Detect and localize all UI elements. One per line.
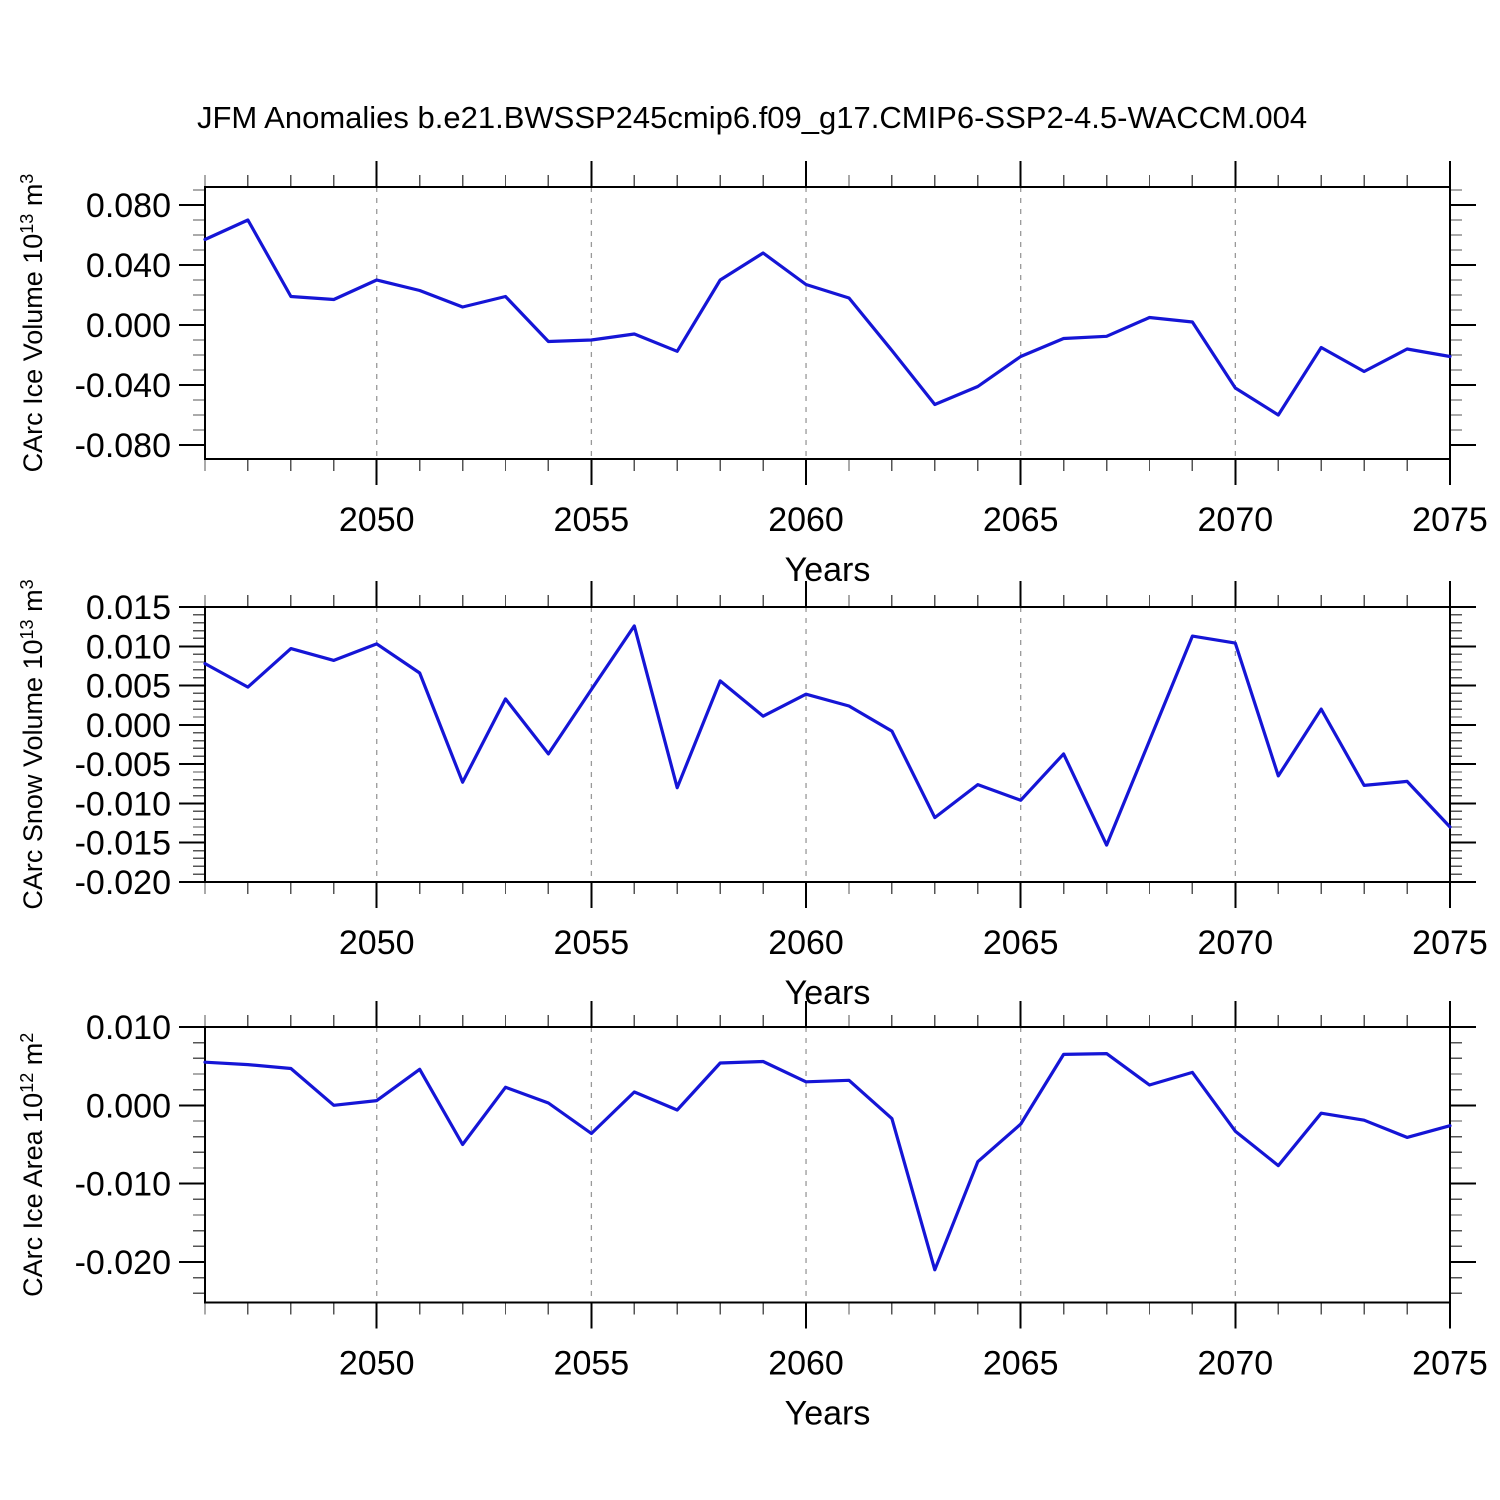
x-tick-label: 2050 [339, 1345, 415, 1383]
y-tick-label: -0.080 [75, 427, 171, 465]
x-tick-label: 2055 [554, 1345, 630, 1383]
y-tick-label: 0.000 [86, 707, 171, 745]
x-tick-label: 2060 [768, 924, 844, 962]
x-tick-label: 2070 [1198, 924, 1274, 962]
y-tick-label: 0.010 [86, 1009, 171, 1047]
y-tick-label: -0.015 [75, 825, 171, 863]
ice-volume-line [203, 218, 1452, 417]
plot-border [204, 1026, 1451, 1304]
y-axis-title: CArc Ice Volume 1013 m3 [17, 174, 48, 473]
y-tick-label: -0.010 [75, 1166, 171, 1204]
x-tick-label: 2065 [983, 501, 1059, 539]
y-tick-label: 0.010 [86, 628, 171, 666]
x-tick-label: 2075 [1412, 501, 1488, 539]
x-tick-label: 2060 [768, 1345, 844, 1383]
y-tick-label: 0.080 [86, 187, 171, 225]
x-axis-title: Years [785, 551, 871, 589]
y-tick-label: -0.040 [75, 367, 171, 405]
y-tick-label: 0.005 [86, 668, 171, 706]
x-tick-label: 2065 [983, 1345, 1059, 1383]
chart-title: JFM Anomalies b.e21.BWSSP245cmip6.f09_g1… [197, 100, 1308, 135]
x-tick-label: 2055 [554, 924, 630, 962]
y-axis-title: CArc Snow Volume 1013 m3 [17, 579, 48, 909]
panel-ice-volume: 0.080 0.040 0.000 -0.040 -0.080 2050 2055 2060 2… [17, 161, 1488, 589]
y-tick-label: -0.020 [75, 1244, 171, 1282]
x-tick-label: 2075 [1412, 1345, 1488, 1383]
x-tick-label: 2070 [1198, 1345, 1274, 1383]
ice-area-line [203, 1051, 1452, 1272]
x-tick-label: 2060 [768, 501, 844, 539]
x-tick-label: 2050 [339, 924, 415, 962]
snow-volume-line [203, 624, 1452, 847]
plot-border [204, 186, 1451, 460]
y-tick-label: 0.015 [86, 589, 171, 627]
x-axis-title: Years [785, 974, 871, 1012]
y-tick-label: 0.000 [86, 307, 171, 345]
panel-ice-area: 0.010 0.000 -0.010 -0.020 2050 2055 2060 2065 20… [17, 1001, 1488, 1433]
x-tick-label: 2050 [339, 501, 415, 539]
x-tick-label: 2070 [1198, 501, 1274, 539]
y-tick-label: -0.010 [75, 785, 171, 823]
y-tick-label: 0.000 [86, 1087, 171, 1125]
x-tick-label: 2075 [1412, 924, 1488, 962]
x-tick-label: 2055 [554, 501, 630, 539]
y-tick-label: 0.040 [86, 247, 171, 285]
plot-border [204, 606, 1451, 883]
y-tick-label: -0.020 [75, 864, 171, 902]
y-axis-title: CArc Ice Area 1012 m2 [17, 1033, 48, 1297]
x-tick-label: 2065 [983, 924, 1059, 962]
panel-snow-volume: 0.0150.0100.0050.000-0.005-0.010-0.015-0… [17, 579, 1488, 1012]
y-tick-label: -0.005 [75, 746, 171, 784]
x-axis-title: Years [785, 1395, 871, 1433]
